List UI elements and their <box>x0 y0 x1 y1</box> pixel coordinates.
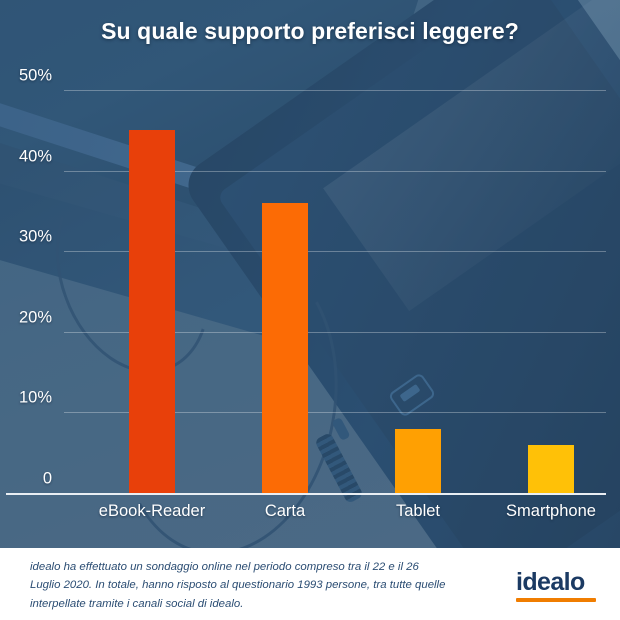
x-axis-tick-label: Tablet <box>395 502 441 520</box>
x-axis-tick-label: Smartphone <box>506 502 596 520</box>
background-photo <box>0 0 620 548</box>
x-axis-tick-label: Carta <box>264 502 306 520</box>
photo-blue-tint-overlay <box>0 0 620 548</box>
y-axis-tick-label: 50% <box>18 66 52 85</box>
x-axis-line <box>6 493 606 495</box>
footnote-text: idealo ha effettuato un sondaggio online… <box>30 561 446 610</box>
y-axis-tick-label: 40% <box>18 147 52 166</box>
idealo-logo: idealo <box>516 570 596 602</box>
footer: idealo ha effettuato un sondaggio online… <box>0 548 620 620</box>
idealo-logo-text: idealo <box>516 568 585 596</box>
y-axis-tick-label: 10% <box>18 388 52 407</box>
y-axis-tick-label: 30% <box>18 227 52 246</box>
bar-carta[interactable] <box>262 202 308 493</box>
y-axis-tick-label: 20% <box>18 308 52 327</box>
chart-panel: Su quale supporto preferisci leggere? 0 1… <box>0 0 620 548</box>
gridline <box>64 331 606 333</box>
idealo-logo-underline <box>516 598 596 602</box>
x-axis-tick-label: eBook-Reader <box>98 502 206 520</box>
bar-smartphone[interactable] <box>528 444 574 493</box>
plot-area: 0 10% 20% 30% 40% 50% eBook-Reader Carta Tablet… <box>6 67 606 520</box>
gridline <box>64 412 606 414</box>
gridline <box>64 170 606 172</box>
page-title: Su quale supporto preferisci leggere? <box>101 18 519 44</box>
bar-ebook-reader[interactable] <box>129 130 175 493</box>
gridline <box>64 90 606 91</box>
gridline <box>64 251 606 253</box>
y-axis-tick-label: 0 <box>42 469 52 488</box>
bar-tablet[interactable] <box>395 428 441 493</box>
